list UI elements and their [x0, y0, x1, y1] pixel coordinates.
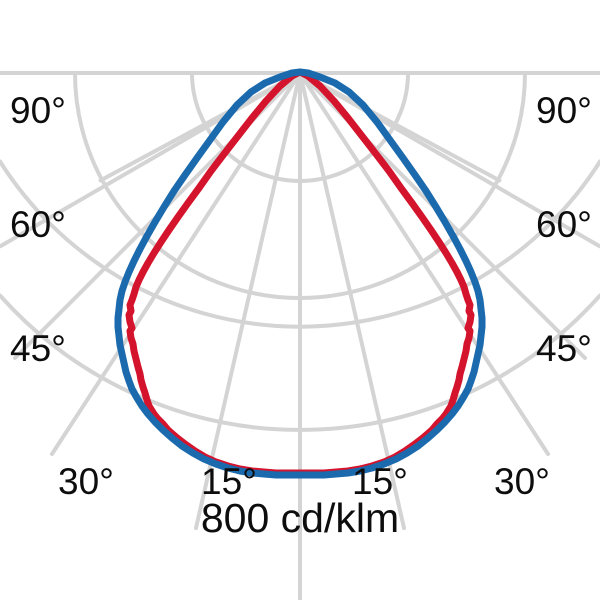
angle-label-right-30: 30°	[494, 461, 550, 502]
angle-label-right-45: 45°	[536, 328, 592, 369]
grid-spoke-left-60	[0, 71, 302, 249]
grid-spoke-left-15	[194, 71, 302, 530]
angle-label-right-90: 90°	[536, 90, 592, 131]
angle-label-left-15: 15°	[201, 461, 257, 502]
angle-labels-left: 90° 60° 45° 30° 15°	[10, 90, 257, 502]
angle-label-left-30: 30°	[58, 461, 114, 502]
angle-label-left-90: 90°	[10, 90, 66, 131]
curve-c0-c180	[114, 68, 486, 479]
grid-spoke-left-30	[50, 71, 302, 456]
grid-spoke-right-15	[298, 71, 406, 530]
grid-spoke-right-60	[298, 71, 600, 249]
angle-label-left-60: 60°	[10, 204, 66, 245]
angle-label-right-60: 60°	[536, 204, 592, 245]
angle-label-right-15: 15°	[352, 461, 408, 502]
angle-labels-right: 90° 60° 45° 30° 15°	[352, 90, 592, 502]
grid-arc-3	[0, 159, 600, 329]
distribution-curves	[114, 68, 486, 479]
scale-label: 800 cd/klm	[201, 495, 399, 541]
grid-spoke-right-30	[298, 71, 550, 456]
angle-label-left-45: 45°	[10, 328, 66, 369]
grid-arc-1	[190, 71, 410, 183]
grid-arc-2	[73, 71, 527, 300]
polar-grid	[0, 71, 600, 600]
grid-arc-4	[0, 293, 600, 432]
